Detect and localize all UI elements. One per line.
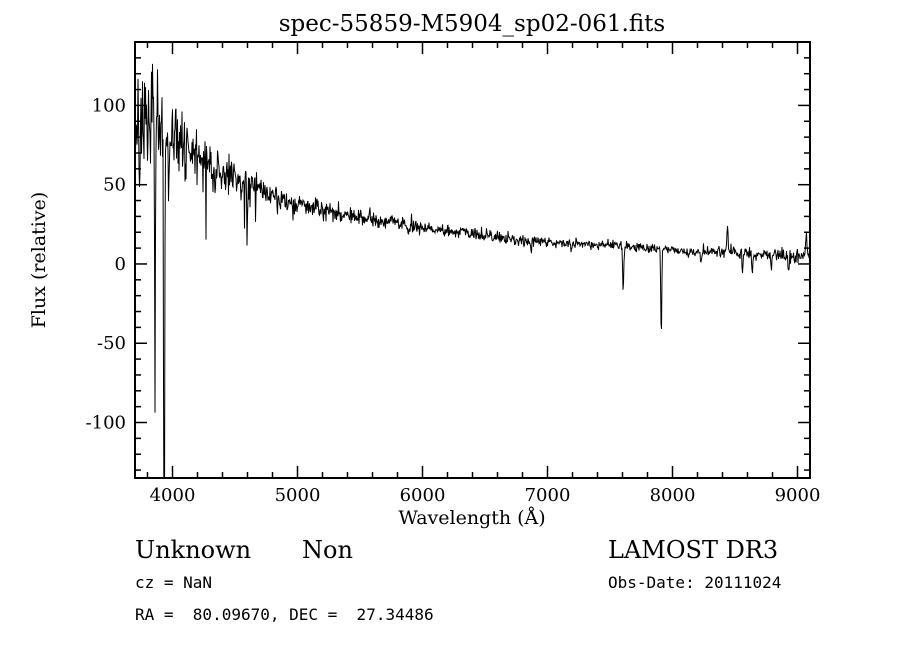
spectrum-line bbox=[135, 50, 810, 478]
ra-dec-coords: RA = 80.09670, DEC = 27.34486 bbox=[135, 605, 434, 624]
x-tick-label: 6000 bbox=[400, 485, 446, 506]
y-axis-label: Flux (relative) bbox=[28, 192, 50, 329]
x-tick-label: 5000 bbox=[275, 485, 321, 506]
survey-label: LAMOST DR3 bbox=[608, 536, 778, 564]
subclass-label: Non bbox=[302, 536, 353, 564]
y-tick-label: -100 bbox=[86, 413, 126, 434]
x-tick-label: 4000 bbox=[150, 485, 196, 506]
y-tick-label: 50 bbox=[103, 175, 126, 196]
x-tick-label: 8000 bbox=[650, 485, 696, 506]
y-tick-label: 0 bbox=[115, 254, 126, 275]
obs-date: Obs-Date: 20111024 bbox=[608, 573, 781, 592]
plot-border bbox=[134, 41, 811, 479]
y-tick-label: -50 bbox=[97, 333, 126, 354]
cz-value: cz = NaN bbox=[135, 573, 212, 592]
axis-ticks: 4000 5000 6000 7000 8000 9000 -100 -50 0 50 100 bbox=[86, 41, 821, 506]
x-axis-label: Wavelength (Å) bbox=[398, 507, 545, 529]
x-tick-label: 7000 bbox=[525, 485, 571, 506]
x-tick-label: 9000 bbox=[775, 485, 821, 506]
y-tick-label: 100 bbox=[92, 95, 126, 116]
plot-title: spec-55859-M5904_sp02-061.fits bbox=[279, 11, 665, 37]
classification-label: Unknown bbox=[135, 536, 251, 564]
